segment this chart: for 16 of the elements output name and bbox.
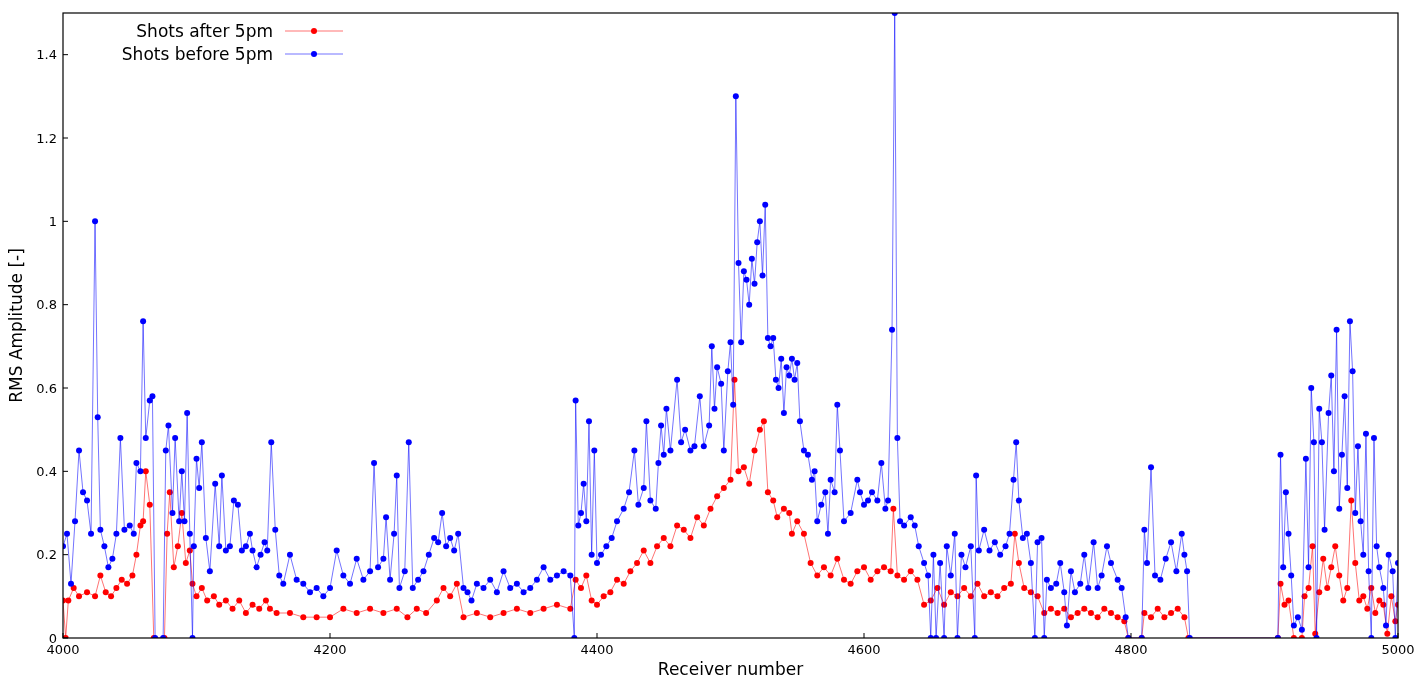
legend-label: Shots before 5pm	[121, 44, 273, 64]
x-tick-label: 4800	[1114, 642, 1148, 657]
x-tick-label: 4200	[313, 642, 347, 657]
y-tick-label: 1.4	[36, 47, 57, 63]
y-tick-label: 0.2	[36, 547, 57, 563]
y-tick-label: 0.8	[36, 297, 57, 313]
x-tick-label: 5000	[1381, 642, 1415, 657]
y-tick-label: 1.2	[36, 130, 57, 146]
x-tick-label: 4400	[580, 642, 614, 657]
y-tick-label: 1	[48, 213, 57, 229]
x-tick-label: 4600	[847, 642, 881, 657]
y-tick-label: 0.4	[36, 463, 57, 479]
legend-label: Shots after 5pm	[136, 21, 273, 41]
y-tick-label: 0.6	[36, 380, 57, 396]
y-axis-title: RMS Amplitude [-]	[6, 248, 26, 403]
x-axis-title: Receiver number	[657, 659, 804, 679]
